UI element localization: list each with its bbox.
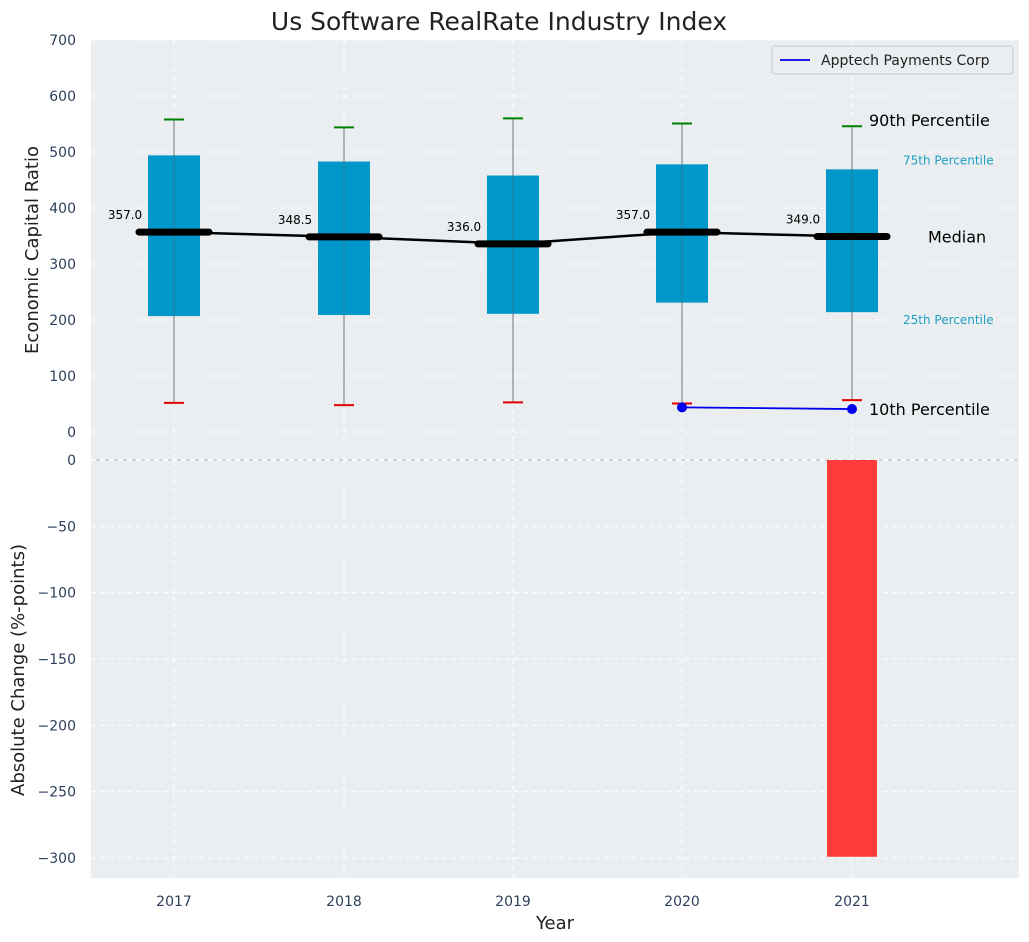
chart-title: Us Software RealRate Industry Index [271,7,727,36]
annotation-90th-percentile: 90th Percentile [869,111,990,130]
x-tick-label: 2020 [664,894,700,910]
top-y-ticks: 0 100 200 300 400 500 600 700 [49,33,76,441]
bottom-grid [91,459,1019,878]
median-line [135,228,891,248]
x-tick-label: 2019 [495,894,531,910]
annotation-25th-percentile: 25th Percentile [903,313,994,327]
median-value-label: 349.0 [786,213,820,227]
top-y-tick-label: 500 [49,145,76,161]
x-tick-label: 2018 [326,894,362,910]
legend: Apptech Payments Corp [771,45,1014,75]
x-tick-label: 2017 [156,894,192,910]
change-bars [827,460,877,857]
top-y-tick-label: 200 [49,313,76,329]
top-y-tick-label: 0 [67,425,76,441]
bottom-y-tick-label: −200 [38,718,76,734]
top-y-tick-label: 100 [49,369,76,385]
annotation-75th-percentile: 75th Percentile [903,153,994,167]
median-value-label: 357.0 [616,208,650,222]
legend-box [771,45,1014,75]
bottom-y-axis-label: Absolute Change (%-points) [8,544,29,796]
top-y-axis-label: Economic Capital Ratio [22,146,43,354]
median-value-label: 357.0 [108,208,142,222]
annotation-10th-percentile: 10th Percentile [869,400,990,419]
bottom-plot-area [91,460,1019,878]
median-value-labels: 357.0 348.5 336.0 357.0 349.0 [108,208,820,234]
top-plot-area [91,40,1019,459]
top-y-tick-label: 700 [49,33,76,49]
bottom-y-tick-label: 0 [67,453,76,469]
top-y-tick-label: 600 [49,89,76,105]
top-grid [91,39,1019,459]
bottom-y-tick-label: −250 [38,785,76,801]
bottom-y-ticks: 0 −50 −100 −150 −200 −250 −300 [38,453,76,867]
bottom-y-tick-label: −50 [46,519,76,535]
company-point [847,404,857,415]
bottom-y-tick-label: −100 [38,586,76,602]
median-value-label: 336.0 [447,220,481,234]
company-line [681,406,853,410]
x-ticks: 2017 2018 2019 2020 2021 [156,894,870,910]
company-series [677,402,857,415]
top-y-tick-label: 400 [49,201,76,217]
annotation-median: Median [928,228,986,247]
top-y-tick-label: 300 [49,257,76,273]
change-bar [827,460,877,857]
median-value-label: 348.5 [278,213,312,227]
x-axis-label: Year [535,913,575,934]
legend-label: Apptech Payments Corp [821,53,990,69]
company-point [677,402,687,413]
x-tick-label: 2021 [834,894,870,910]
bottom-y-tick-label: −300 [38,851,76,867]
bottom-y-tick-label: −150 [38,652,76,668]
